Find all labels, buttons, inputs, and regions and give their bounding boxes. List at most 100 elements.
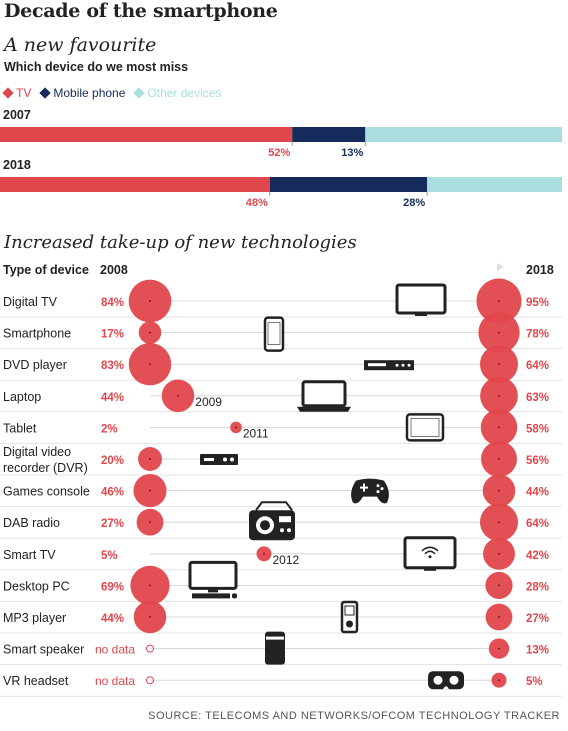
device-label: Digital video — [3, 445, 71, 459]
start-bubble-empty — [146, 644, 154, 653]
laptop-base — [297, 406, 351, 412]
radio-icon — [249, 501, 295, 541]
end-value-label: 28% — [526, 581, 549, 593]
dvd-player-icon — [364, 360, 414, 371]
speaker-body — [265, 631, 285, 665]
start-bubble-center — [149, 616, 151, 618]
end-bubble-center — [498, 679, 500, 682]
smart-speaker-icon — [265, 631, 285, 665]
start-value-label: 27% — [101, 518, 124, 530]
start-value-label: 17% — [101, 329, 124, 341]
end-bubble-center — [498, 489, 500, 492]
section-title-favourite: A new favourite — [4, 34, 157, 56]
start-value-label: 44% — [101, 392, 124, 404]
bar-data-label: 48% — [246, 197, 268, 209]
start-bubble-center — [149, 363, 151, 366]
start-bubble-center — [149, 331, 151, 334]
end-bubble-center — [498, 552, 500, 555]
end-bubble-center — [498, 458, 500, 460]
end-value-label: 63% — [526, 392, 549, 404]
device-label: MP3 player — [3, 611, 66, 625]
end-value-label: 44% — [526, 487, 549, 499]
device-label: Smartphone — [3, 327, 71, 341]
pc-monitor — [188, 560, 238, 590]
radio-handle — [255, 501, 293, 511]
bar-category-label: 2018 — [3, 158, 31, 172]
legend-item-other: Other devices — [133, 86, 222, 100]
device-label: Tablet — [3, 421, 37, 435]
dvd-body — [364, 360, 414, 371]
start-bubble-center — [177, 394, 179, 397]
end-bubble-center — [498, 584, 500, 587]
smart-tv-icon — [403, 536, 457, 571]
radio-knob — [280, 528, 284, 533]
device-label: DVD player — [3, 358, 67, 372]
start-value-label: 83% — [101, 360, 124, 372]
dvr-display — [204, 458, 214, 461]
laptop-icon — [297, 380, 351, 412]
end-bubble-center — [498, 426, 500, 429]
start-bubble-center — [149, 584, 151, 587]
dvd-slot — [368, 363, 386, 367]
bar-segment — [292, 127, 366, 142]
end-value-label: 5% — [526, 676, 543, 688]
end-value-label: 42% — [526, 550, 549, 562]
dvd-button — [407, 363, 411, 367]
smart-tv-screen — [403, 536, 457, 570]
bar-segment — [269, 177, 428, 192]
start-year-label: 2011 — [243, 426, 269, 440]
end-value-label: 78% — [526, 329, 549, 341]
start-value-label: 20% — [101, 455, 124, 467]
end-bubble-center — [498, 394, 500, 397]
pc-stand — [208, 588, 218, 593]
radio-speaker-cone — [260, 520, 270, 531]
dvr-button — [230, 457, 234, 462]
speaker-band — [266, 636, 284, 640]
start-value-label: no data — [95, 674, 135, 688]
smart-tv-stand — [424, 567, 436, 571]
start-bubble-center — [149, 458, 151, 460]
device-label: VR headset — [3, 674, 69, 688]
mp3-player-icon — [340, 600, 359, 634]
gamepad-button — [376, 490, 380, 494]
gamepad-button — [376, 484, 380, 488]
vr-lens — [433, 675, 443, 685]
tv-stand — [415, 313, 427, 316]
legend-label: Other devices — [147, 86, 222, 100]
end-value-label: 95% — [526, 297, 549, 309]
header-arrow-icon — [497, 263, 504, 271]
gamepad-body — [351, 478, 389, 504]
wifi-dot — [428, 555, 432, 559]
tv-screen — [395, 283, 447, 315]
section-title-takeup: Increased take-up of new technologies — [4, 232, 357, 253]
bar-data-label: 28% — [403, 197, 425, 209]
pc-keyboard — [192, 593, 230, 599]
desktop-pc-icon — [188, 560, 238, 599]
mp3-wheel — [346, 620, 353, 628]
dvd-button — [395, 363, 399, 367]
laptop-screen — [301, 380, 347, 408]
header-end-year: 2018 — [526, 263, 554, 277]
dvd-button — [401, 363, 405, 367]
source-note: SOURCE: TELECOMS AND NETWORKS/OFCOM TECH… — [148, 710, 560, 722]
bar-segment — [0, 177, 270, 192]
end-value-label: 64% — [526, 518, 549, 530]
legend-label: Mobile phone — [53, 86, 126, 100]
vr-body — [428, 671, 464, 690]
end-value-label: 13% — [526, 645, 549, 657]
legend-item-mobile: Mobile phone — [39, 86, 126, 100]
dvr-button — [223, 457, 227, 462]
bar-category-label: 2007 — [3, 108, 31, 122]
start-bubble-center — [149, 300, 151, 302]
vr-nose — [443, 686, 449, 690]
end-bubble-center — [498, 331, 500, 334]
start-value-label: 84% — [101, 297, 124, 309]
gamepad-dpad — [363, 483, 365, 492]
pc-mouse — [232, 593, 237, 599]
device-label: Laptop — [3, 390, 41, 404]
device-label: Smart speaker — [3, 643, 84, 657]
dvr-body — [200, 454, 238, 465]
end-bubble-center — [498, 521, 500, 524]
wifi-arc — [421, 546, 439, 552]
end-bubble-center — [498, 647, 500, 650]
